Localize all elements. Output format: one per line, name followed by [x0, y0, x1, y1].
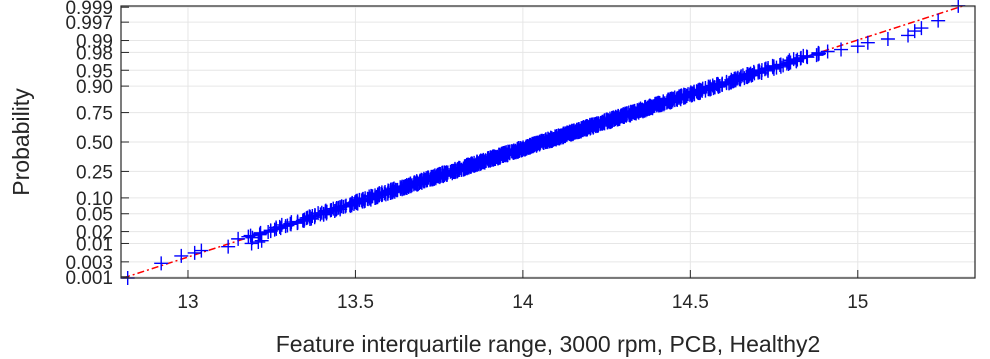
- x-tick-label: 14: [512, 292, 534, 313]
- data-point: [820, 44, 835, 59]
- data-point: [174, 248, 189, 263]
- data-point: [880, 32, 895, 47]
- data-point: [907, 24, 922, 39]
- y-tick-label: 0.003: [65, 253, 113, 274]
- data-point: [251, 235, 266, 250]
- data-point: [221, 239, 236, 254]
- data-point: [231, 231, 246, 246]
- y-tick-label: 0.95: [76, 61, 113, 82]
- data-point: [834, 42, 849, 57]
- data-point: [253, 225, 268, 240]
- y-tick-label: 0.50: [76, 133, 113, 154]
- x-tick-label: 13.5: [337, 292, 374, 313]
- data-point: [931, 13, 946, 28]
- data-point: [914, 21, 929, 36]
- data-points-layer: [120, 0, 966, 285]
- y-tick-label: 0.98: [76, 43, 113, 64]
- data-point: [261, 224, 276, 239]
- y-tick-label: 0.90: [76, 77, 113, 98]
- data-point: [241, 229, 256, 244]
- x-axis-label: Feature interquartile range, 3000 rpm, P…: [276, 331, 821, 357]
- y-tick-label: 0.997: [65, 13, 113, 34]
- y-tick-label: 0.999: [65, 0, 113, 19]
- x-tick-label: 14.5: [672, 292, 709, 313]
- data-point: [154, 256, 169, 271]
- tick-layer: 13 13.5 14 14.5 15 0.0010.0030.010.020.050.10…: [65, 0, 868, 313]
- data-point: [811, 45, 826, 60]
- data-point: [850, 39, 865, 54]
- data-point: [244, 236, 259, 251]
- x-tick-label: 13: [177, 292, 198, 313]
- data-point: [187, 245, 202, 260]
- data-point: [796, 48, 811, 63]
- y-tick-label: 0.10: [76, 189, 113, 210]
- y-tick-label: 0.99: [76, 32, 113, 53]
- y-tick-label: 0.001: [65, 268, 113, 289]
- y-tick-label: 0.02: [76, 223, 113, 244]
- data-point: [254, 233, 269, 248]
- y-tick-label: 0.25: [76, 162, 113, 183]
- y-tick-label: 0.75: [76, 104, 113, 125]
- data-point: [243, 228, 258, 243]
- y-tick-label: 0.01: [76, 234, 113, 255]
- y-axis-label: Probability: [8, 88, 34, 196]
- data-point: [860, 35, 875, 50]
- data-point: [194, 243, 209, 258]
- y-tick-label: 0.05: [76, 205, 113, 226]
- x-tick-label: 15: [847, 292, 868, 313]
- data-point: [809, 48, 824, 63]
